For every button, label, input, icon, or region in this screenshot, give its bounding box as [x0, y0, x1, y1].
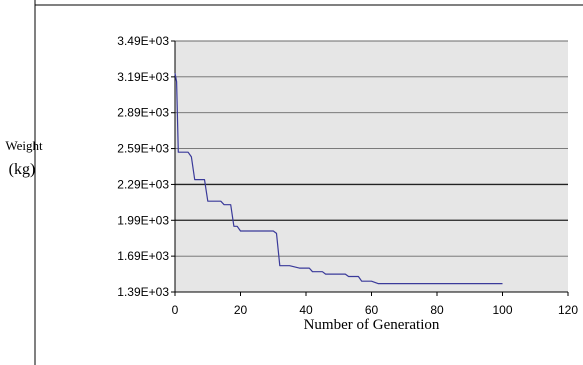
y-tick-label-0: 1.39E+03 — [117, 285, 169, 299]
plot-area — [175, 41, 568, 292]
x-axis-title: Number of Generation — [304, 317, 440, 333]
y-tick-label-2: 1.99E+03 — [117, 213, 169, 227]
x-tick-label-0: 0 — [172, 303, 179, 317]
x-tick-label-3: 60 — [365, 303, 379, 317]
y-tick-label-6: 3.19E+03 — [117, 70, 169, 84]
x-tick-label-1: 20 — [234, 303, 248, 317]
y-tick-label-1: 1.69E+03 — [117, 249, 169, 263]
x-tick-label-2: 40 — [299, 303, 313, 317]
y-tick-label-3: 2.29E+03 — [117, 177, 169, 191]
y-tick-label-5: 2.89E+03 — [117, 106, 169, 120]
x-tick-label-4: 80 — [430, 303, 444, 317]
y-axis-title-line-2: (kg) — [9, 161, 36, 178]
y-tick-label-4: 2.59E+03 — [117, 142, 169, 156]
series-line-0 — [174, 73, 503, 285]
y-tick-label-7: 3.49E+03 — [117, 34, 169, 48]
figure-frame-top — [34, 0, 583, 6]
y-axis-title-line-1: Weight — [5, 138, 43, 153]
x-tick-label-5: 100 — [492, 303, 512, 317]
x-tick-label-6: 120 — [558, 303, 578, 317]
